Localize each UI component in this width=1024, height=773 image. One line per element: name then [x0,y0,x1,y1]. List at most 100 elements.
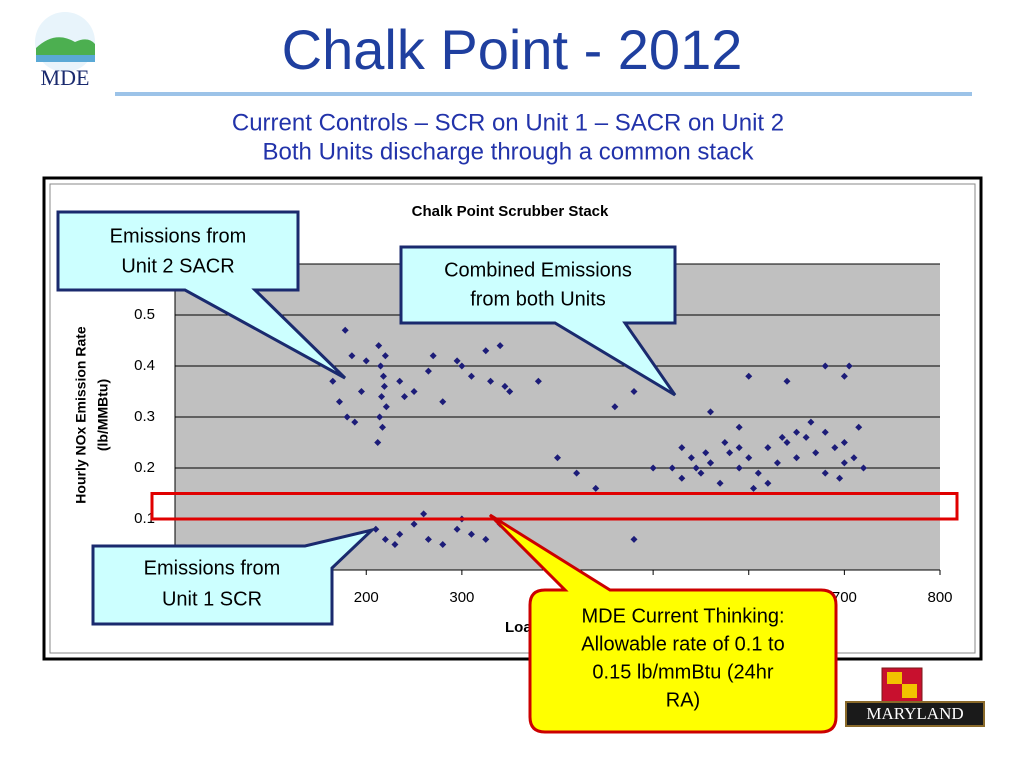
logo-hills [36,37,95,60]
callout-text: 0.15 lb/mmBtu (24hr [592,661,774,683]
point [855,423,863,431]
maryland-logo: MARYLAND [845,667,985,727]
x-tick-label: 200 [354,589,379,606]
point [376,413,384,421]
callout-text: MDE Current Thinking: [581,605,784,627]
callout-text: Emissions from [144,557,281,579]
point [649,464,657,472]
point [821,428,829,436]
point [668,464,676,472]
point [707,459,714,467]
y-tick-label: 0.2 [134,459,155,476]
point [802,433,810,441]
point [482,535,490,543]
point [692,464,700,472]
point [783,439,791,446]
callout-text: Combined Emissions [444,259,632,281]
point [793,454,801,462]
point [764,444,772,452]
point [592,484,600,492]
point [764,479,772,487]
point [410,520,418,528]
point [424,535,432,543]
point [380,382,388,390]
point [506,388,514,395]
point [611,403,619,411]
point [840,372,848,380]
point [501,382,509,390]
point [850,454,858,462]
point [420,510,428,518]
point [335,398,343,406]
point [374,439,382,446]
subtitle: Current Controls – SCR on Unit 1 – SACR … [232,109,784,136]
point [678,444,686,452]
y-tick-label: 0.1 [134,510,155,527]
callout: Emissions from Unit 2 SACR [56,210,347,380]
point [783,377,791,385]
logo-text: MDE [41,65,90,90]
point [754,469,762,477]
point [745,454,753,462]
point [391,541,399,548]
callout-box [488,513,838,734]
point [378,393,386,401]
logo-text: MARYLAND [866,704,963,723]
point [735,464,743,472]
point [697,469,705,477]
point [458,362,466,370]
callout: MDE Current Thinking: Allowable rate of … [488,513,838,734]
mde-logo: MDE [35,12,95,90]
x-tick-label: 700 [832,589,857,606]
y-tick-label: 0.5 [134,306,155,323]
point [836,474,844,482]
point [381,352,389,360]
point [410,388,418,395]
point [821,362,829,370]
plot: 00.10.20.30.40.50.6010020030040050060070… [134,255,959,606]
point [362,357,370,365]
point [381,535,389,543]
point [351,418,359,426]
point [439,541,447,548]
slide-title: Chalk Point - 2012 [282,18,743,81]
point [377,362,385,370]
point [341,326,349,334]
point [348,352,356,360]
point [773,459,781,467]
y-axis-label: Hourly NOx Emission Rate [73,326,89,504]
point [329,377,337,385]
point [375,342,383,350]
point [487,377,495,385]
point [735,444,743,452]
point [745,372,753,380]
point [687,454,695,462]
callout-text: Allowable rate of 0.1 to [581,633,784,655]
point [812,449,820,457]
point [439,398,447,406]
y-tick-label: 0.3 [134,408,155,425]
point [716,479,724,487]
point [735,423,743,431]
x-tick-label: 800 [927,589,952,606]
point [343,413,351,421]
highlight-band [150,492,959,521]
x-tick-label: 300 [449,589,474,606]
point [821,469,829,477]
point [840,459,848,467]
point [396,377,404,385]
point [482,347,490,355]
callout-text: Unit 2 SACR [121,255,234,277]
point [721,439,729,446]
callout-box [91,527,378,626]
point [630,535,638,543]
logo-shield [887,672,902,684]
point [424,367,432,375]
point [778,433,786,441]
point [534,377,542,385]
point [678,474,686,482]
point [573,469,581,477]
point [429,352,437,360]
